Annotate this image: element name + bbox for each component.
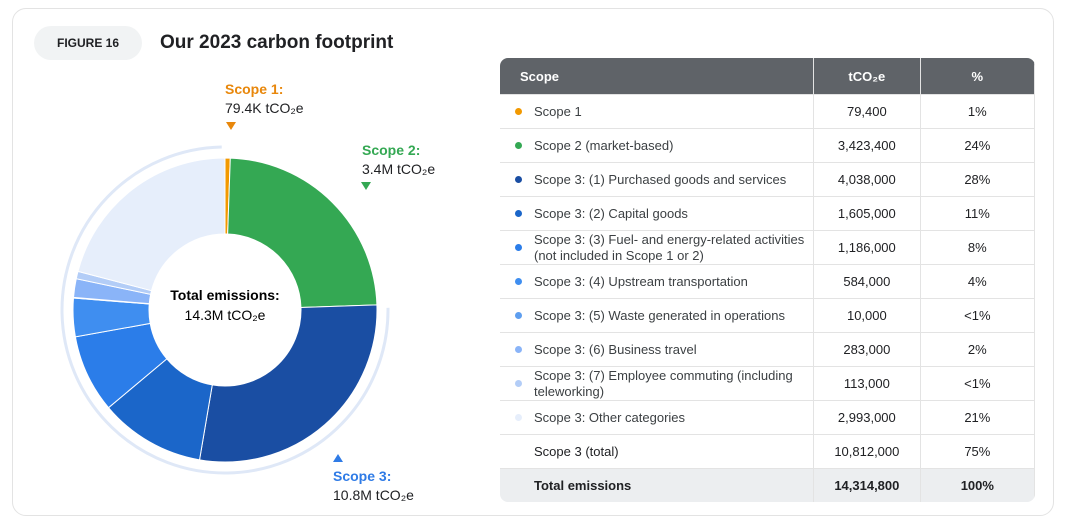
share-cell: 8% <box>920 230 1035 265</box>
share-cell: 2% <box>920 332 1035 367</box>
emissions-cell: 2,993,000 <box>813 400 921 435</box>
legend-dot <box>515 346 522 354</box>
scope-cell: Scope 3: (6) Business travel <box>500 332 815 367</box>
share-cell: <1% <box>920 298 1035 333</box>
donut-segment <box>227 157 378 308</box>
emissions-cell: 3,423,400 <box>813 128 921 163</box>
share-cell: 24% <box>920 128 1035 163</box>
legend-dot <box>515 210 522 218</box>
emissions-cell: 113,000 <box>813 366 921 401</box>
share-cell: 1% <box>920 94 1035 129</box>
scope-name: Scope 3: (7) Employee commuting (includi… <box>534 367 793 399</box>
emissions-cell: 584,000 <box>813 264 921 299</box>
table-row: Scope 3: Other categories 2,993,000 21% <box>500 400 1035 435</box>
total-row: Total emissions 14,314,800 100% <box>500 468 1035 502</box>
emissions-cell: 1,186,000 <box>813 230 921 265</box>
scope-cell: Scope 1 <box>500 94 815 129</box>
donut-segment <box>198 304 378 463</box>
scope-name: Scope 3: (2) Capital goods <box>534 205 688 221</box>
scope-cell: Total emissions <box>500 468 815 502</box>
scope-cell: Scope 3: (5) Waste generated in operatio… <box>500 298 815 333</box>
header-cell: % <box>920 58 1035 95</box>
legend-dot <box>515 414 522 422</box>
donut-segment <box>77 157 226 292</box>
share-cell: 4% <box>920 264 1035 299</box>
legend-dot <box>515 176 522 184</box>
legend-dot <box>515 380 522 387</box>
table-row: Scope 3: (7) Employee commuting (includi… <box>500 366 1035 401</box>
callout-title: Scope 1: <box>225 81 283 97</box>
scope-cell: Scope 3: (4) Upstream transportation <box>500 264 815 299</box>
callout-value: 10.8M tCO₂e <box>333 487 414 503</box>
table-row: Scope 3: (5) Waste generated in operatio… <box>500 298 1035 333</box>
header-row: Scope tCO₂e% <box>500 58 1035 95</box>
table-row: Scope 3: (3) Fuel- and energy-related ac… <box>500 230 1035 265</box>
share-cell: <1% <box>920 366 1035 401</box>
emissions-cell: 10,000 <box>813 298 921 333</box>
share-cell: 28% <box>920 162 1035 197</box>
table-row: Scope 3: (1) Purchased goods and service… <box>500 162 1035 197</box>
data-table: Scope tCO₂e% Scope 1 79,400 1% Scope 2 (marke… <box>500 58 1035 502</box>
scope-name: Scope 3 (total) <box>534 443 619 459</box>
callout-arrow <box>226 122 236 130</box>
chart-title: Our 2023 carbon footprint <box>160 32 394 53</box>
scope-cell: Scope 3 (total) <box>500 434 815 469</box>
scope-name: Scope 3: Other categories <box>534 409 686 425</box>
center-value: 14.3M tCO₂e <box>185 307 266 323</box>
chart: Total emissions: 14.3M tCO₂e Scope 1: 79.4K… <box>60 81 435 503</box>
callout-title: Scope 2: <box>362 142 420 158</box>
share-cell: 75% <box>920 434 1035 469</box>
emissions-cell: 14,314,800 <box>813 468 921 502</box>
scope-cell: Scope 2 (market-based) <box>500 128 815 163</box>
scope3_total-row: Scope 3 (total) 10,812,000 75% <box>500 434 1035 469</box>
legend-dot <box>515 278 522 286</box>
share-cell: 100% <box>920 468 1035 502</box>
scope-name: Total emissions <box>534 477 632 493</box>
scope-cell: Scope 3: (1) Purchased goods and service… <box>500 162 815 197</box>
scope-name: Scope 3: (4) Upstream transportation <box>534 273 748 289</box>
scope-name: Scope 3: (1) Purchased goods and service… <box>534 171 787 187</box>
scope-cell: Scope 3: (7) Employee commuting (includi… <box>500 366 815 401</box>
figure-label: FIGURE 16 <box>34 26 142 60</box>
header-cell: tCO₂e <box>813 58 921 95</box>
share-cell: 21% <box>920 400 1035 435</box>
scope3-bracket <box>60 145 390 475</box>
emissions-cell: 10,812,000 <box>813 434 921 469</box>
center-title: Total emissions: <box>170 287 279 303</box>
legend-dot <box>515 142 522 150</box>
table-row: Scope 3: (6) Business travel 283,000 2% <box>500 332 1035 367</box>
legend-dot <box>515 108 522 116</box>
scope-cell: Scope 3: (2) Capital goods <box>500 196 815 231</box>
scope-name: Scope 2 (market-based) <box>534 137 674 153</box>
scope-name: Scope 3: (5) Waste generated in operatio… <box>534 307 785 323</box>
scope-cell: Scope 3: (3) Fuel- and energy-related ac… <box>500 230 815 265</box>
callout-value: 3.4M tCO₂e <box>362 161 435 177</box>
emissions-cell: 1,605,000 <box>813 196 921 231</box>
table-row: Scope 2 (market-based) 3,423,400 24% <box>500 128 1035 163</box>
emissions-cell: 4,038,000 <box>813 162 921 197</box>
share-cell: 11% <box>920 196 1035 231</box>
callout-value: 79.4K tCO₂e <box>225 100 304 116</box>
legend-dot <box>515 312 522 320</box>
table-row: Scope 1 79,400 1% <box>500 94 1035 129</box>
scope-name: Scope 3: (3) Fuel- and energy-related ac… <box>534 231 805 263</box>
callout-title: Scope 3: <box>333 468 391 484</box>
legend-dot <box>515 244 522 251</box>
callout-arrow <box>361 182 371 190</box>
header-cell: Scope <box>500 58 815 95</box>
table-row: Scope 3: (4) Upstream transportation 584,… <box>500 264 1035 299</box>
callout-arrow <box>333 454 343 462</box>
card <box>12 8 1054 516</box>
table-row: Scope 3: (2) Capital goods 1,605,000 11% <box>500 196 1035 231</box>
scope-cell: Scope 3: Other categories <box>500 400 815 435</box>
emissions-cell: 283,000 <box>813 332 921 367</box>
scope-name: Scope 3: (6) Business travel <box>534 341 697 357</box>
emissions-cell: 79,400 <box>813 94 921 129</box>
scope-name: Scope 1 <box>534 103 582 119</box>
